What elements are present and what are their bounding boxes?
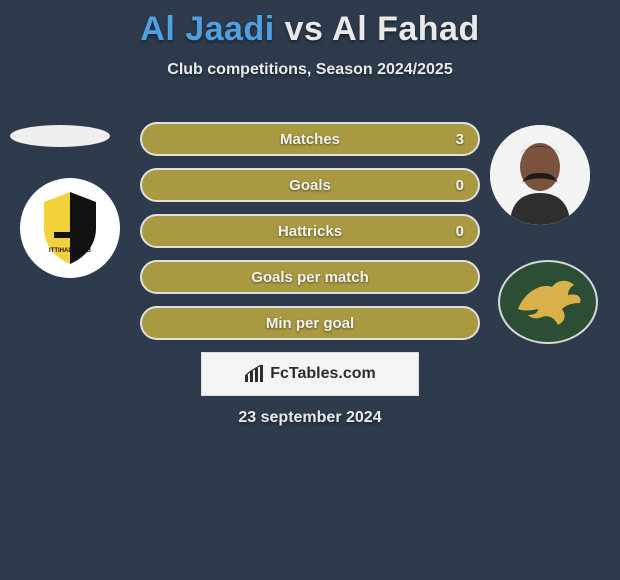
player2-club-badge (498, 260, 598, 344)
stat-row-hattricks: Hattricks 0 (140, 214, 480, 248)
shield-icon: ITTIHAD CLUB (30, 188, 110, 268)
stat-row-matches: Matches 3 (140, 122, 480, 156)
stat-label: Hattricks (278, 223, 342, 240)
stat-label: Goals per match (251, 269, 369, 286)
stat-value-p2: 0 (456, 223, 464, 240)
brand-box: FcTables.com (201, 352, 419, 396)
vs-text: vs (285, 10, 324, 48)
bird-icon (508, 269, 588, 335)
stats-column: Matches 3 Goals 0 Hattricks 0 Goals per … (140, 122, 480, 352)
competition-subtitle: Club competitions, Season 2024/2025 (0, 61, 620, 79)
player1-avatar (10, 125, 110, 147)
stat-row-mpg: Min per goal (140, 306, 480, 340)
player1-name: Al Jaadi (140, 10, 274, 48)
svg-text:ITTIHAD CLUB: ITTIHAD CLUB (49, 248, 92, 254)
player2-name: Al Fahad (332, 10, 480, 48)
stat-value-p2: 0 (456, 177, 464, 194)
stat-label: Matches (280, 131, 340, 148)
stat-value-p2: 3 (456, 131, 464, 148)
stat-label: Goals (289, 177, 331, 194)
stat-row-gpm: Goals per match (140, 260, 480, 294)
snapshot-date: 23 september 2024 (0, 409, 620, 427)
stat-row-goals: Goals 0 (140, 168, 480, 202)
player1-club-badge: ITTIHAD CLUB (20, 178, 120, 278)
brand-text: FcTables.com (270, 365, 376, 383)
comparison-title: Al Jaadi vs Al Fahad (0, 0, 620, 49)
stat-label: Min per goal (266, 315, 354, 332)
player2-avatar (490, 125, 590, 225)
bar-chart-icon (244, 365, 264, 383)
